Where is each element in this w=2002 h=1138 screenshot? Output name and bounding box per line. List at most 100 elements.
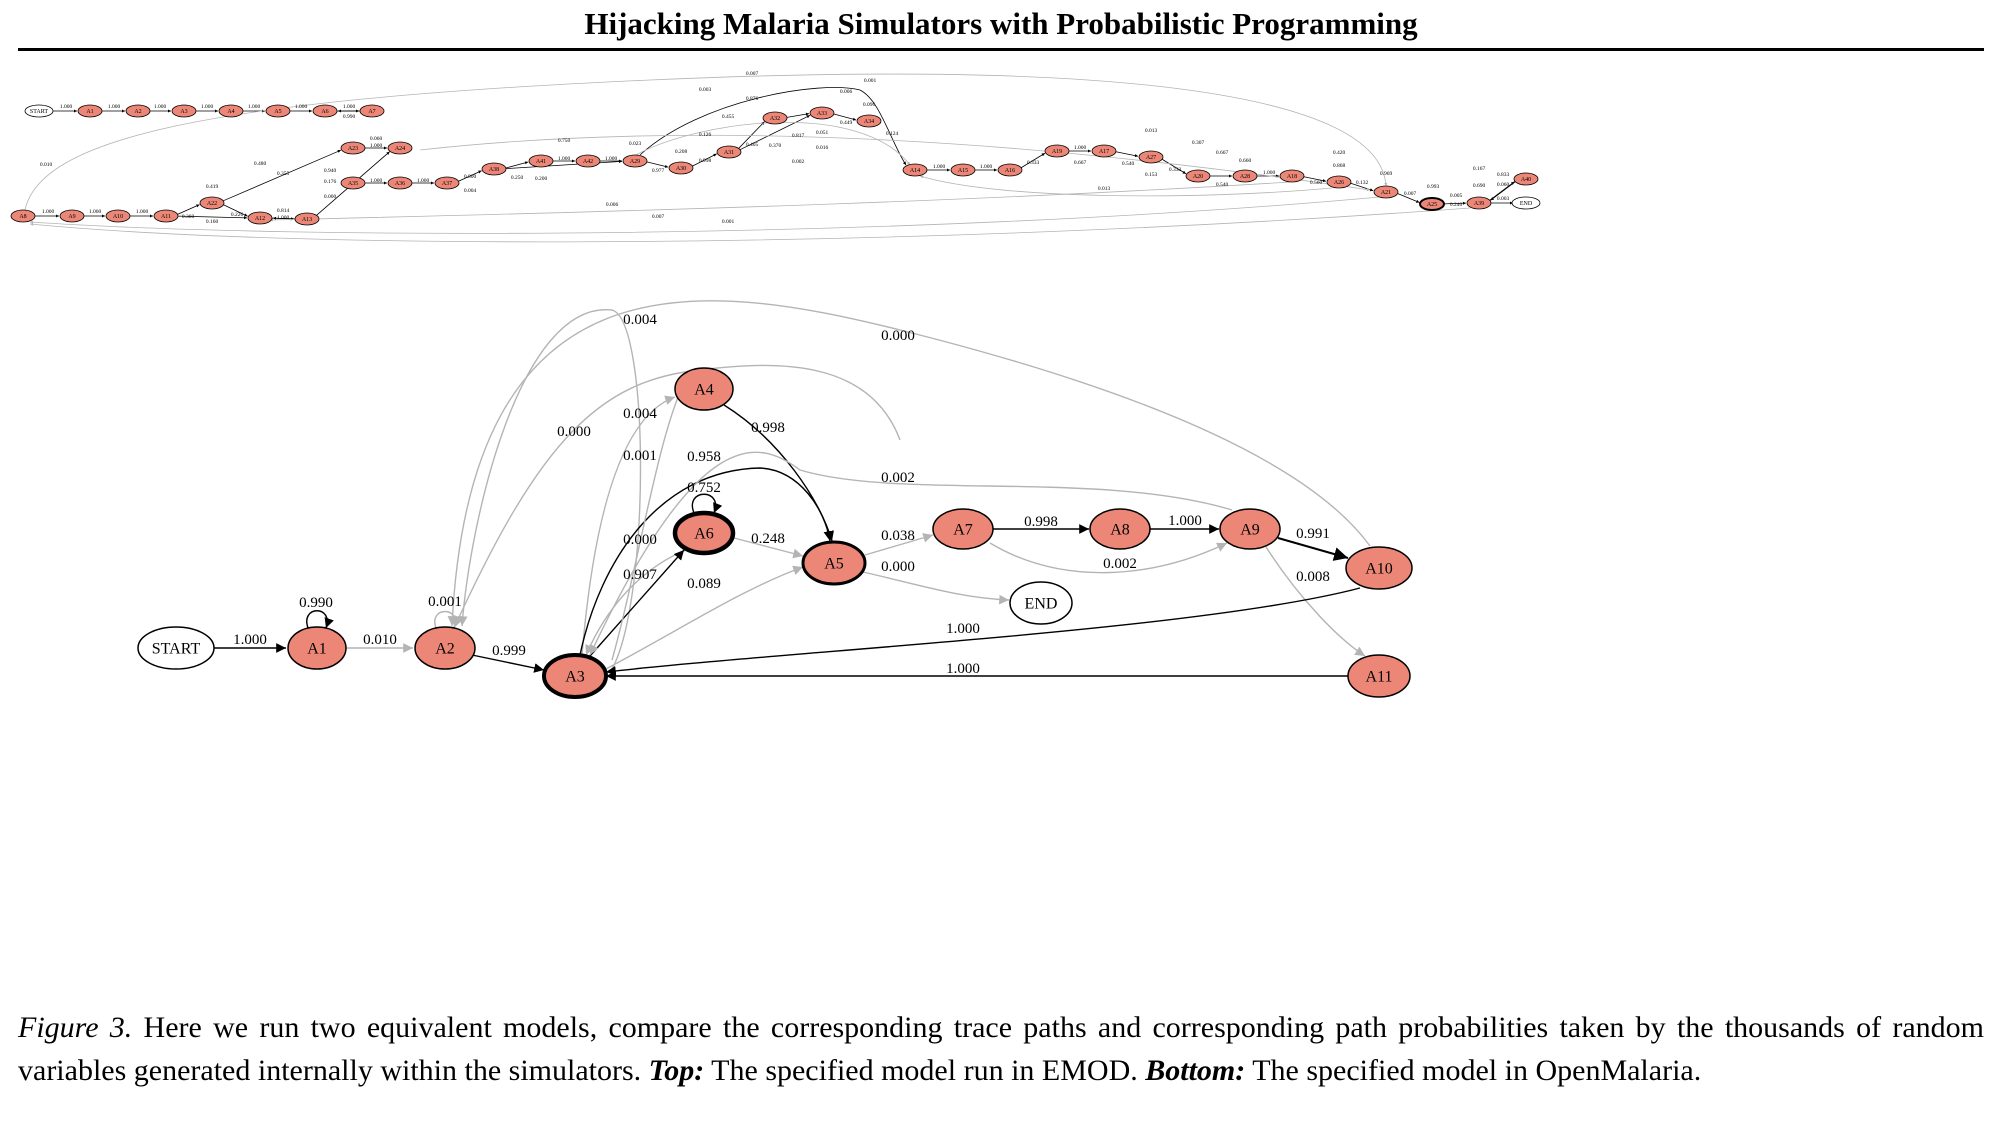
edge xyxy=(505,161,529,169)
edge xyxy=(639,87,907,166)
node-label-a5: A5 xyxy=(824,556,844,573)
node-a12 xyxy=(247,211,273,225)
node-a9 xyxy=(1219,508,1281,550)
node-a4 xyxy=(674,367,734,411)
edge-label: 0.001 xyxy=(623,448,657,464)
edge xyxy=(177,215,248,220)
edge-label: 1.000 xyxy=(946,661,980,677)
node-label-a12: A12 xyxy=(255,216,265,222)
node-label-a36: A36 xyxy=(395,181,405,187)
edge xyxy=(29,196,1381,234)
node-end xyxy=(1009,581,1073,625)
node-label-a16: A16 xyxy=(1005,168,1015,174)
edge xyxy=(505,159,623,170)
node-a30 xyxy=(668,161,694,175)
edge-label: 1.000 xyxy=(89,209,102,215)
caption-top-label: Top: xyxy=(648,1054,705,1087)
edge-label: 0.940 xyxy=(324,168,337,174)
edge-label: 1.000 xyxy=(343,104,356,110)
edge-label: 0.010 xyxy=(40,162,53,168)
edge xyxy=(29,207,1471,243)
edge-label: 0.001 xyxy=(722,219,735,225)
edge-label: 0.307 xyxy=(1192,140,1205,146)
edge-label: 1.000 xyxy=(558,156,571,162)
edge-label: 0.990 xyxy=(343,114,356,120)
node-label-a14: A14 xyxy=(910,168,920,174)
edge-label: 1.000 xyxy=(370,143,383,149)
edge xyxy=(419,134,1371,192)
edge-label: 1.000 xyxy=(1168,513,1202,529)
node-label-a42: A42 xyxy=(583,159,593,165)
caption-bottom-label: Bottom: xyxy=(1145,1054,1246,1087)
edge-label: 0.023 xyxy=(629,141,642,147)
node-label-a38: A38 xyxy=(489,167,499,173)
figure-caption: Figure 3. Here we run two equivalent mod… xyxy=(18,1006,1984,1092)
edge-label: 0.405 xyxy=(746,142,759,148)
edge-label: 0.333 xyxy=(1027,160,1040,166)
edge-label: 0.907 xyxy=(623,567,657,583)
edge-label: 0.002 xyxy=(792,159,805,165)
node-label-a37: A37 xyxy=(442,181,452,187)
edge-label: 0.051 xyxy=(816,130,829,136)
node-label-a2: A2 xyxy=(435,641,455,658)
node-a28 xyxy=(1232,169,1258,183)
node-label-a6: A6 xyxy=(321,109,328,115)
edge-label: 1.000 xyxy=(370,178,383,184)
edge-label: 1.000 xyxy=(233,632,267,648)
edge xyxy=(471,654,545,673)
node-a34 xyxy=(856,114,882,128)
node-a8 xyxy=(10,209,36,223)
edge xyxy=(1277,537,1349,561)
bottom-graph-openmalaria: START A1 A2 A3 A4 A5 A6 A7 A8 A9 A10 A11 END 1.000 0.9… xyxy=(137,300,1413,699)
edge-label: 0.000 xyxy=(881,559,915,575)
edge xyxy=(223,149,342,202)
edge xyxy=(862,571,1010,605)
edge-label: 0.993 xyxy=(1427,184,1440,190)
edge-label: 0.132 xyxy=(1356,180,1369,186)
edge xyxy=(864,533,934,556)
edge-label: 0.000 xyxy=(557,424,591,440)
node-label-a40: A40 xyxy=(1521,177,1531,183)
edge-label: 0.176 xyxy=(324,179,337,185)
node-label-a11: A11 xyxy=(1366,669,1393,686)
edge xyxy=(269,181,1291,222)
edge-label: 0.660 xyxy=(1239,158,1252,164)
node-a14 xyxy=(902,163,928,177)
edge-label: 0.240 xyxy=(1450,202,1463,208)
node-a3 xyxy=(542,653,608,699)
edge xyxy=(589,549,685,657)
edge-label: 0.006 xyxy=(840,89,853,95)
node-label-a31: A31 xyxy=(724,150,734,156)
edge-label: 0.006 xyxy=(606,202,619,208)
node-label-a30: A30 xyxy=(676,166,686,172)
edge-label: 0.060 xyxy=(1497,182,1510,188)
edge-label: 0.248 xyxy=(751,531,785,547)
edge xyxy=(786,112,810,118)
edge xyxy=(691,493,723,514)
caption-text-1: Here we run two equivalent models, compa… xyxy=(18,1011,1984,1087)
node-a1 xyxy=(287,626,347,670)
node-label-a41: A41 xyxy=(536,159,546,165)
edge xyxy=(1443,201,1467,205)
node-label-a28: A28 xyxy=(1240,174,1250,180)
edge-label: 0.455 xyxy=(722,114,735,120)
edge xyxy=(739,114,811,151)
edge xyxy=(447,300,1371,627)
edge xyxy=(1020,152,1046,169)
edge-label: 0.977 xyxy=(652,168,665,174)
edge-label: 0.004 xyxy=(623,406,657,422)
edge-label: 0.016 xyxy=(816,145,829,151)
node-a8 xyxy=(1089,508,1151,550)
node-label-a20: A20 xyxy=(1193,174,1203,180)
edge-label: 0.001 xyxy=(864,78,877,84)
node-a6 xyxy=(312,104,338,118)
node-a10 xyxy=(105,209,131,223)
node-a40 xyxy=(1513,172,1539,186)
node-label-a19: A19 xyxy=(1052,149,1062,155)
edge-label: 0.000 xyxy=(881,328,915,344)
edge-label: 0.000 xyxy=(324,194,337,200)
node-label-a9: A9 xyxy=(1240,522,1260,539)
edge-label: 0.833 xyxy=(1497,172,1510,178)
node-label-a23: A23 xyxy=(348,146,358,152)
node-a16 xyxy=(997,163,1023,177)
